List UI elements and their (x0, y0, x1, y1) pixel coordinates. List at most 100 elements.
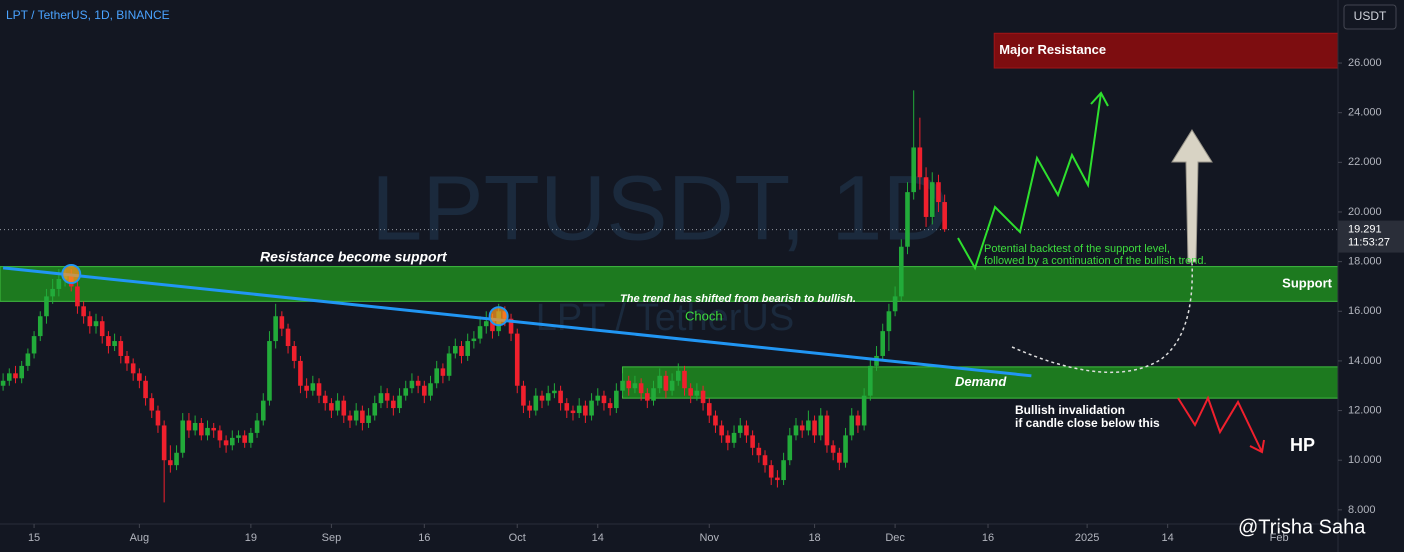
candle-body (756, 447, 762, 456)
candle-body (403, 388, 409, 396)
watermark: LPTUSDT, 1D (371, 157, 949, 259)
candle-body (744, 425, 749, 436)
candle-body (762, 455, 768, 466)
x-tick-label: 16 (418, 532, 430, 544)
candle-body (19, 365, 24, 379)
candle-body (112, 341, 117, 347)
candle-body (285, 328, 291, 347)
candle-body (824, 415, 830, 446)
candle-body (929, 182, 935, 217)
candle-body (620, 380, 625, 391)
annotation: The trend has shifted from bearish to bu… (620, 293, 856, 305)
x-tick-label: 14 (1162, 532, 1174, 544)
backtest-curve (1011, 261, 1193, 374)
candle-body (905, 192, 910, 247)
candle-body (335, 400, 340, 411)
candle-body (843, 435, 848, 463)
y-tick-label: 26.000 (1348, 57, 1382, 69)
candle-body (527, 405, 532, 411)
candle-body (391, 400, 396, 409)
candle-body (781, 460, 786, 481)
candle-body (614, 390, 619, 409)
currency-box[interactable] (1343, 4, 1397, 30)
watermark-sub: LPT / TetherUS (536, 297, 794, 339)
candle-body (799, 425, 805, 431)
candle-body (898, 246, 904, 297)
candle-body (279, 316, 285, 329)
candle-body (725, 435, 731, 443)
candle-body (477, 326, 483, 339)
candle-body (626, 380, 632, 389)
candle-body (0, 380, 6, 386)
annotation: Potential backtest of the support level, (984, 243, 1170, 255)
candle-body (143, 380, 148, 399)
candle-body (459, 346, 464, 356)
candle-body (298, 360, 303, 386)
candle-body (310, 383, 316, 391)
bullish-path (957, 92, 1102, 271)
candle-body (155, 410, 161, 426)
up-arrow (1171, 129, 1213, 263)
countdown: 11:53:27 (1348, 236, 1390, 248)
candle-body (372, 403, 378, 416)
candle-body (174, 452, 179, 466)
candle-body (13, 373, 18, 379)
candle-body (99, 321, 105, 337)
candle-body (583, 405, 588, 416)
candle-body (248, 432, 254, 443)
candle-body (806, 420, 811, 431)
y-tick-label: 20.000 (1348, 206, 1382, 218)
author: @Trisha Saha (1238, 516, 1366, 538)
candle-body (595, 395, 601, 401)
symbol-title: LPT / TetherUS, 1D, BINANCE (6, 8, 170, 22)
candle-body (663, 375, 669, 391)
currency: USDT (1354, 9, 1387, 23)
candle-body (713, 415, 718, 426)
candle-body (322, 395, 328, 404)
zone-label: Major Resistance (999, 42, 1106, 57)
candle-body (737, 425, 743, 433)
last-price-box (1338, 220, 1404, 253)
candle-body (149, 398, 155, 411)
candle-body (50, 288, 55, 297)
candle-body (892, 296, 898, 312)
candle-body (260, 400, 266, 421)
candle-body (694, 390, 700, 396)
candle-body (564, 403, 570, 411)
x-tick-label: 19 (245, 532, 257, 544)
candle-body (205, 427, 210, 436)
y-tick-label: 16.000 (1348, 305, 1382, 317)
candle-body (384, 393, 390, 401)
last-price-label: 19.291 (1348, 223, 1382, 235)
candle-body (217, 430, 223, 441)
candle-body (223, 440, 229, 446)
zone (622, 366, 1339, 399)
candle-body (25, 353, 31, 366)
bearish-arrowhead (1249, 439, 1265, 454)
candle-body (81, 306, 86, 317)
candle-body (942, 202, 947, 230)
candle-body (830, 445, 836, 453)
x-tick-label: 16 (982, 532, 994, 544)
candle-body (347, 415, 353, 421)
candle-body (775, 477, 780, 481)
y-tick-label: 12.000 (1348, 404, 1382, 416)
candle-body (936, 182, 941, 203)
trendline (2, 266, 1032, 378)
candle-body (855, 415, 861, 426)
candle-body (378, 393, 384, 404)
candle-body (880, 331, 886, 356)
touch-point (488, 306, 509, 327)
candle-body (186, 420, 192, 431)
zone-label: Demand (955, 374, 1007, 389)
candle-body (415, 380, 421, 386)
candle-body (731, 432, 737, 443)
annotation: Resistance become support (260, 249, 448, 265)
candle-body (180, 420, 186, 453)
candle-body (428, 383, 433, 396)
candle-body (601, 395, 607, 404)
zone (993, 32, 1339, 69)
x-tick-label: Aug (130, 532, 150, 544)
candle-body (6, 373, 12, 381)
annotation: HP (1290, 435, 1315, 455)
